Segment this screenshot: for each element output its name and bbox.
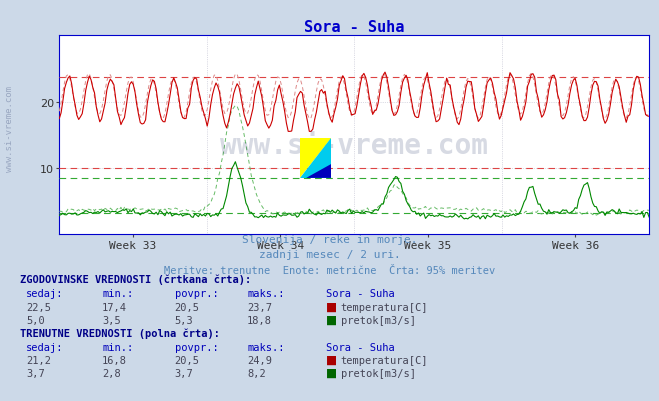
Text: maks.:: maks.: [247,342,285,352]
Polygon shape [300,138,331,178]
Title: Sora - Suha: Sora - Suha [304,20,405,35]
Text: ZGODOVINSKE VREDNOSTI (črtkana črta):: ZGODOVINSKE VREDNOSTI (črtkana črta): [20,274,251,285]
Text: sedaj:: sedaj: [26,342,64,352]
Text: 24,9: 24,9 [247,355,272,365]
Text: 18,8: 18,8 [247,315,272,325]
Text: Sora - Suha: Sora - Suha [326,289,395,299]
Text: temperatura[C]: temperatura[C] [341,302,428,312]
Polygon shape [300,138,331,178]
Text: ■: ■ [326,353,337,366]
Text: 5,3: 5,3 [175,315,193,325]
Text: pretok[m3/s]: pretok[m3/s] [341,315,416,325]
Text: TRENUTNE VREDNOSTI (polna črta):: TRENUTNE VREDNOSTI (polna črta): [20,328,219,338]
Text: Slovenija / reke in morje.: Slovenija / reke in morje. [242,235,417,245]
Text: ■: ■ [326,300,337,313]
Text: pretok[m3/s]: pretok[m3/s] [341,368,416,378]
Text: povpr.:: povpr.: [175,289,218,299]
Text: www.si-vreme.com: www.si-vreme.com [220,131,488,159]
Text: Meritve: trenutne  Enote: metrične  Črta: 95% meritev: Meritve: trenutne Enote: metrične Črta: … [164,265,495,275]
Text: 22,5: 22,5 [26,302,51,312]
Text: 5,0: 5,0 [26,315,45,325]
Text: povpr.:: povpr.: [175,342,218,352]
Text: 3,7: 3,7 [26,368,45,378]
Text: 17,4: 17,4 [102,302,127,312]
Text: 20,5: 20,5 [175,302,200,312]
Text: 21,2: 21,2 [26,355,51,365]
Text: www.si-vreme.com: www.si-vreme.com [5,85,14,171]
Text: 16,8: 16,8 [102,355,127,365]
Text: 3,7: 3,7 [175,368,193,378]
Text: ■: ■ [326,366,337,379]
Text: temperatura[C]: temperatura[C] [341,355,428,365]
Text: min.:: min.: [102,342,133,352]
Text: 23,7: 23,7 [247,302,272,312]
Text: sedaj:: sedaj: [26,289,64,299]
Text: 3,5: 3,5 [102,315,121,325]
Text: maks.:: maks.: [247,289,285,299]
Text: 20,5: 20,5 [175,355,200,365]
Text: Sora - Suha: Sora - Suha [326,342,395,352]
Text: zadnji mesec / 2 uri.: zadnji mesec / 2 uri. [258,250,401,260]
Text: ■: ■ [326,313,337,326]
Text: 8,2: 8,2 [247,368,266,378]
Polygon shape [300,164,331,178]
Text: min.:: min.: [102,289,133,299]
Text: 2,8: 2,8 [102,368,121,378]
